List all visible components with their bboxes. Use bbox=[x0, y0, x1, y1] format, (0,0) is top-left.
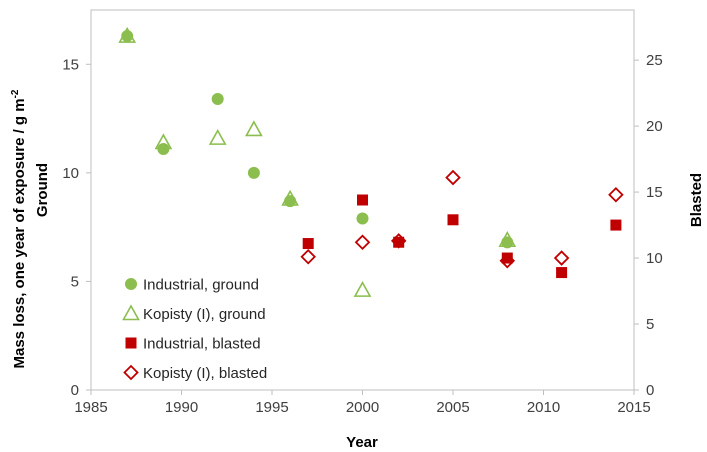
y-left-tick-label: 15 bbox=[62, 56, 79, 73]
left-axis-title: Mass loss, one year of exposure / g m-2 bbox=[10, 89, 28, 368]
x-tick-label: 1995 bbox=[255, 399, 288, 416]
legend-label: Kopisty (I), ground bbox=[143, 306, 266, 323]
data-point bbox=[245, 120, 263, 137]
y-right-tick-label: 20 bbox=[646, 118, 663, 135]
data-point bbox=[302, 238, 314, 250]
y-left-tick-label: 0 bbox=[71, 382, 79, 399]
legend-label: Kopisty (I), blasted bbox=[143, 365, 267, 382]
data-point bbox=[390, 233, 407, 249]
data-point bbox=[553, 250, 570, 266]
y-left-tick-label: 10 bbox=[62, 165, 79, 182]
y-left-tick-label: 5 bbox=[71, 273, 79, 290]
left-axis-title-superscript: -2 bbox=[10, 89, 21, 98]
right-y-axis: 0 5 10 15 20 25 bbox=[634, 52, 663, 399]
x-tick-label: 1985 bbox=[74, 399, 107, 416]
legend-item: Kopisty (I), blasted bbox=[123, 364, 267, 382]
series-kopisty-i-ground bbox=[118, 26, 517, 297]
svg-text:Mass loss, one year of exposur: Mass loss, one year of exposure / g m-2 bbox=[10, 89, 28, 368]
data-points bbox=[118, 26, 624, 297]
y-right-tick-label: 0 bbox=[646, 382, 654, 399]
x-tick-label: 2015 bbox=[617, 399, 650, 416]
data-point bbox=[498, 231, 517, 247]
legend-item: Industrial, ground bbox=[125, 277, 259, 294]
x-tick-label: 2005 bbox=[436, 399, 469, 416]
left-y-axis: 0 5 10 15 bbox=[62, 56, 91, 399]
legend-label: Industrial, ground bbox=[143, 277, 259, 294]
data-point bbox=[208, 128, 227, 145]
y-right-tick-label: 10 bbox=[646, 250, 663, 267]
data-point bbox=[393, 236, 405, 248]
x-axis-title: Year bbox=[346, 434, 378, 451]
data-point bbox=[501, 252, 513, 264]
legend-item: Industrial, blasted bbox=[125, 336, 261, 353]
legend-marker bbox=[123, 364, 139, 381]
data-point bbox=[247, 166, 260, 179]
y-right-tick-label: 25 bbox=[646, 52, 663, 69]
data-point bbox=[610, 219, 622, 231]
data-point bbox=[357, 194, 368, 206]
legend-label: Industrial, blasted bbox=[143, 336, 261, 353]
data-point bbox=[354, 234, 371, 250]
series-kopisty-i-blasted bbox=[300, 169, 624, 269]
legend: Industrial, ground Kopisty (I), ground Ind… bbox=[122, 277, 267, 382]
data-point bbox=[499, 252, 516, 269]
legend-marker bbox=[125, 278, 137, 290]
data-point bbox=[353, 280, 372, 297]
data-point bbox=[300, 248, 316, 265]
data-point bbox=[154, 133, 173, 150]
data-point bbox=[356, 212, 369, 225]
data-point bbox=[445, 169, 461, 186]
data-point bbox=[447, 214, 459, 226]
left-axis-title-text: Mass loss, one year of exposure / g m bbox=[11, 98, 28, 368]
y-right-tick-label: 15 bbox=[646, 184, 663, 201]
y-right-tick-label: 5 bbox=[646, 316, 654, 333]
x-tick-label: 1990 bbox=[165, 399, 198, 416]
x-tick-label: 2000 bbox=[346, 399, 379, 416]
legend-item: Kopisty (I), ground bbox=[122, 304, 266, 323]
left-axis-subtitle: Ground bbox=[34, 163, 51, 217]
legend-marker bbox=[125, 337, 137, 349]
data-point bbox=[608, 186, 624, 203]
data-point bbox=[281, 189, 299, 206]
data-point bbox=[211, 93, 224, 106]
legend-marker bbox=[122, 304, 140, 321]
data-point bbox=[118, 26, 137, 43]
x-axis: 1985 1990 1995 2000 2005 2010 2015 bbox=[74, 390, 651, 416]
x-tick-label: 2010 bbox=[527, 399, 560, 416]
data-point bbox=[556, 267, 568, 279]
series-industrial-blasted bbox=[302, 194, 622, 279]
right-axis-title: Blasted bbox=[688, 173, 705, 227]
